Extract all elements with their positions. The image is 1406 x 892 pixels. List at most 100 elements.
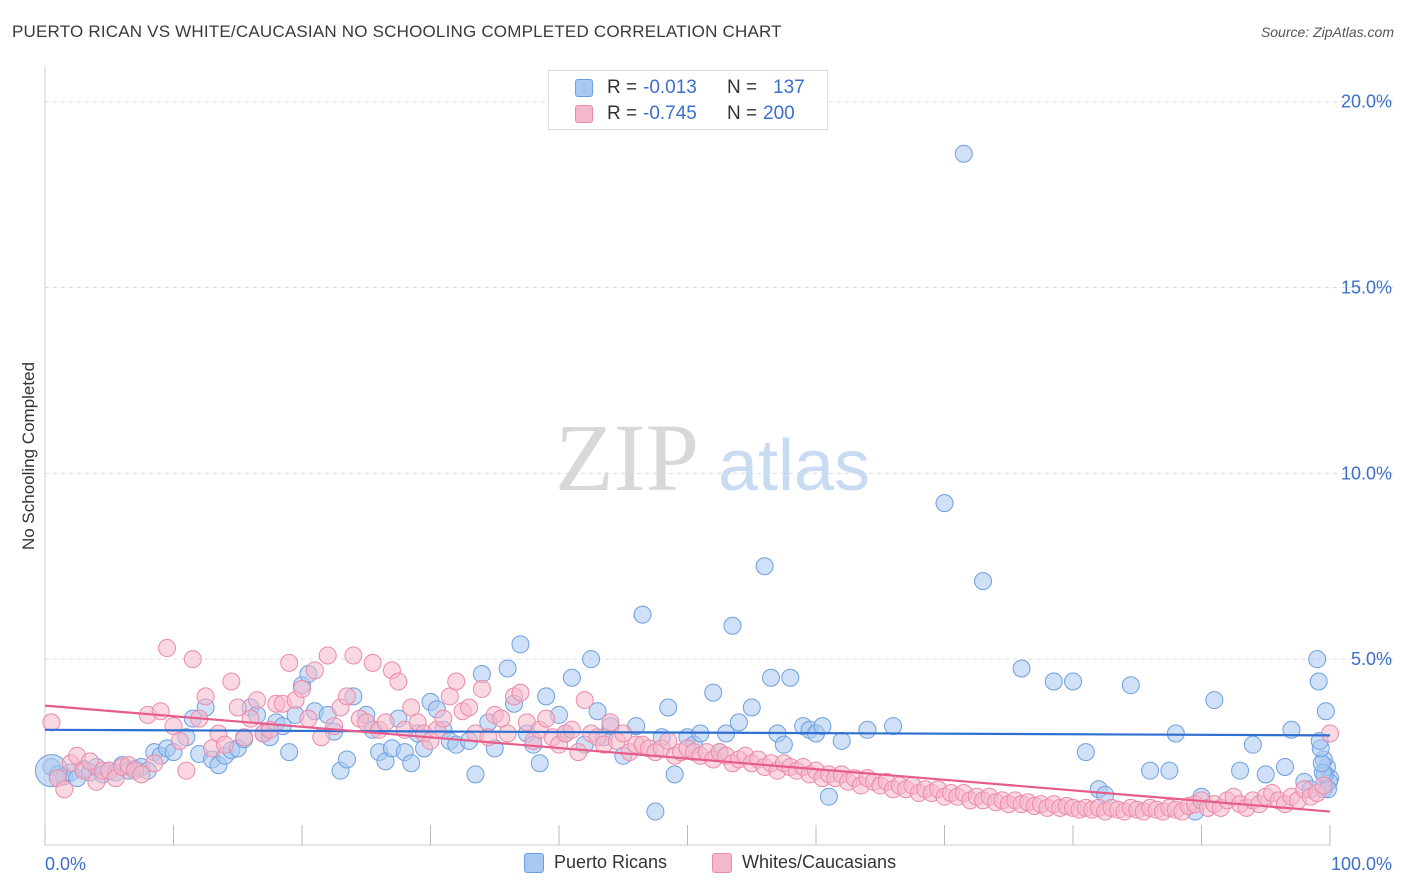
bottom-legend-swatch-pink (712, 853, 732, 873)
trend-line-puerto-ricans (44, 728, 1331, 737)
source-label: Source: ZipAtlas.com (1260, 24, 1394, 40)
point-puerto-ricans (1256, 765, 1275, 784)
point-puerto-ricans (659, 698, 678, 717)
point-puerto-ricans (1243, 735, 1262, 754)
point-whites-caucasians (228, 698, 247, 717)
point-whites-caucasians (460, 698, 479, 717)
y-tick-label: 15.0% (1341, 278, 1392, 298)
point-whites-caucasians (318, 646, 337, 665)
point-whites-caucasians (248, 691, 267, 710)
point-whites-caucasians (614, 724, 633, 743)
point-puerto-ricans (633, 605, 652, 624)
point-puerto-ricans (1309, 672, 1328, 691)
point-puerto-ricans (1308, 650, 1327, 669)
point-puerto-ricans (954, 144, 973, 163)
point-whites-caucasians (151, 702, 170, 721)
tick-labels: 5.0% 10.0% 15.0% 20.0% 0.0% 100.0% (45, 92, 1392, 874)
point-whites-caucasians (215, 735, 234, 754)
legend-row-puerto-ricans: R = -0.013 N = 137 (549, 75, 829, 101)
point-whites-caucasians (402, 698, 421, 717)
point-whites-caucasians (389, 672, 408, 691)
legend-n-value: 200 (763, 103, 795, 124)
legend-r-label: R = (607, 103, 638, 124)
point-whites-caucasians (280, 653, 299, 672)
point-puerto-ricans (1044, 672, 1063, 691)
point-puerto-ricans (781, 668, 800, 687)
legend-r-value: -0.013 (643, 77, 697, 98)
point-whites-caucasians (472, 679, 491, 698)
point-puerto-ricans (1121, 676, 1140, 695)
point-whites-caucasians (305, 661, 324, 680)
bottom-legend-label: Puerto Ricans (554, 852, 668, 872)
point-puerto-ricans (337, 750, 356, 769)
stats-legend: R = -0.013 N = 137 R = -0.745 N = 200 (548, 70, 828, 130)
point-puerto-ricans (1064, 672, 1082, 691)
point-puerto-ricans (819, 787, 838, 806)
point-puerto-ricans (832, 731, 851, 750)
point-puerto-ricans (498, 659, 517, 678)
point-puerto-ricans (1282, 720, 1301, 739)
point-whites-caucasians (132, 765, 151, 784)
legend-swatch-pink (575, 105, 593, 123)
point-puerto-ricans (1316, 702, 1335, 721)
trend-lines (44, 704, 1331, 813)
point-whites-caucasians (170, 731, 189, 750)
legend-n-label: N = (727, 77, 758, 98)
x-tick-label: 0.0% (45, 854, 86, 874)
point-puerto-ricans (665, 765, 684, 784)
x-tick-label: 100.0% (1331, 854, 1392, 874)
legend-n-value: 137 (773, 77, 805, 98)
watermark-atlas: atlas (718, 426, 870, 506)
point-puerto-ricans (537, 687, 556, 706)
bottom-legend-swatch-blue (524, 853, 544, 873)
y-axis-label: No Schooling Completed (19, 362, 38, 550)
point-puerto-ricans (1205, 691, 1224, 710)
point-puerto-ricans (588, 702, 607, 721)
point-whites-caucasians (235, 728, 254, 747)
point-whites-caucasians (337, 687, 356, 706)
chart-title: PUERTO RICAN VS WHITE/CAUCASIAN NO SCHOO… (12, 22, 782, 41)
point-puerto-ricans (511, 635, 530, 654)
point-whites-caucasians (145, 754, 164, 773)
point-whites-caucasians (434, 709, 453, 728)
point-puerto-ricans (1160, 761, 1179, 780)
point-whites-caucasians (363, 653, 382, 672)
point-puerto-ricans (582, 650, 601, 669)
point-whites-caucasians (222, 672, 241, 691)
grid-lines (45, 101, 1395, 660)
point-whites-caucasians (562, 720, 581, 739)
point-whites-caucasians (575, 691, 594, 710)
point-puerto-ricans (466, 765, 485, 784)
point-whites-caucasians (601, 713, 620, 732)
point-puerto-ricans (704, 683, 723, 702)
point-whites-caucasians (1314, 776, 1333, 795)
point-puerto-ricans (974, 572, 993, 591)
point-whites-caucasians (344, 646, 363, 665)
point-puerto-ricans (280, 743, 299, 762)
axes (44, 66, 1331, 846)
point-puerto-ricans (1012, 659, 1031, 678)
point-whites-caucasians (158, 639, 177, 658)
series-whites-caucasians (42, 639, 1339, 821)
point-puerto-ricans (762, 668, 781, 687)
point-whites-caucasians (511, 683, 530, 702)
point-puerto-ricans (813, 717, 832, 736)
point-whites-caucasians (492, 709, 511, 728)
point-puerto-ricans (1141, 761, 1160, 780)
point-whites-caucasians (1321, 724, 1339, 743)
legend-r-value: -0.745 (643, 103, 697, 124)
point-puerto-ricans (1166, 724, 1185, 743)
point-puerto-ricans (646, 802, 665, 821)
point-puerto-ricans (755, 557, 774, 576)
point-whites-caucasians (537, 709, 556, 728)
point-puerto-ricans (1076, 743, 1095, 762)
point-whites-caucasians (299, 709, 318, 728)
point-puerto-ricans (729, 713, 748, 732)
point-puerto-ricans (884, 717, 903, 736)
point-puerto-ricans (723, 616, 742, 635)
legend-n-label: N = (727, 103, 758, 124)
watermark: ZIP atlas (555, 404, 870, 511)
point-whites-caucasians (177, 761, 196, 780)
point-whites-caucasians (55, 780, 74, 799)
bottom-legend-label: Whites/Caucasians (742, 852, 897, 872)
